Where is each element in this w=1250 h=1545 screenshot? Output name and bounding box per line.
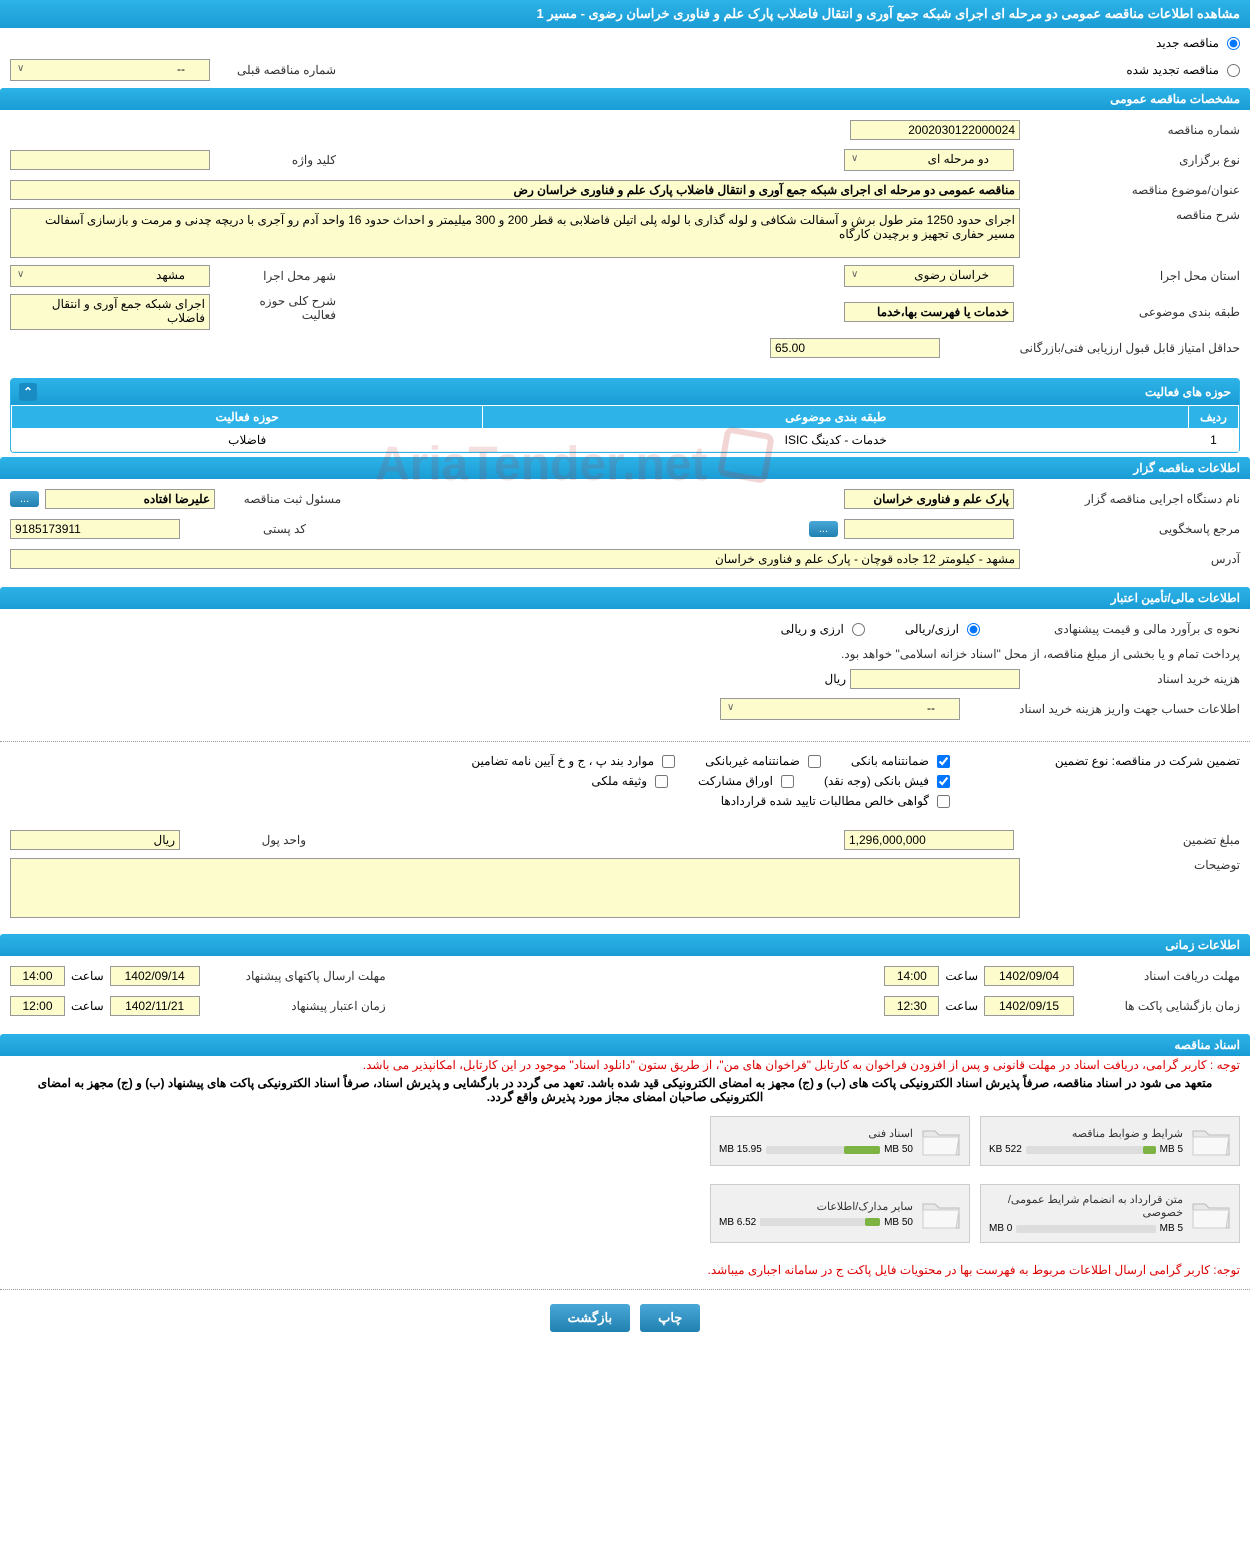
doc-item[interactable]: شرایط و ضوابط مناقصه5 MB522 KB	[980, 1116, 1240, 1166]
opening-label: زمان بازگشایی پاکت ها	[1080, 999, 1240, 1013]
col-cat: طبقه بندی موضوعی	[483, 406, 1189, 429]
cb-participation[interactable]: اوراق مشارکت	[698, 774, 794, 788]
account-label: اطلاعات حساب جهت واریز هزینه خرید اسناد	[960, 702, 1240, 716]
packetdeadline-label: مهلت ارسال پاکتهای پیشنهاد	[206, 969, 386, 983]
org-field: پارک علم و فناوری خراسان	[844, 489, 1014, 509]
activities-header: حوزه های فعالیت	[37, 385, 1231, 399]
org-label: نام دستگاه اجرایی مناقصه گزار	[1020, 492, 1240, 506]
gunit-field: ریال	[10, 830, 180, 850]
activities-table: حوزه های فعالیت ⌃ ردیف طبقه بندی موضوعی …	[10, 378, 1240, 453]
city-select[interactable]: مشهد	[10, 265, 210, 287]
radio-new[interactable]: مناقصه جدید	[1156, 36, 1240, 50]
number-field: 2002030122000024	[850, 120, 1020, 140]
category-label: طبقه بندی موضوعی	[1020, 305, 1240, 319]
tender-status-group: مناقصه جدید	[0, 28, 1250, 58]
cb-cert[interactable]: گواهی خالص مطالبات تایید شده قراردادها	[721, 794, 950, 808]
address-field: مشهد - کیلومتر 12 جاده قوچان - پارک علم …	[10, 549, 1020, 569]
doc-item[interactable]: اسناد فنی50 MB15.95 MB	[710, 1116, 970, 1166]
docdeadline-label: مهلت دریافت اسناد	[1080, 969, 1240, 983]
est-label: نحوه ی برآورد مالی و قیمت پیشنهادی	[980, 622, 1240, 636]
desc-field: اجرای حدود 1250 متر طول برش و آسفالت شکا…	[10, 208, 1020, 258]
docs-note1: توجه : کاربر گرامی، دریافت اسناد در مهلت…	[0, 1056, 1250, 1074]
resp-more-button[interactable]: ...	[809, 521, 838, 537]
doccost-label: هزینه خرید اسناد	[1020, 672, 1240, 686]
section-general-header: مشخصات مناقصه عمومی	[0, 88, 1250, 110]
radio-renewed[interactable]: مناقصه تجدید شده	[1126, 63, 1240, 77]
postal-label: کد پستی	[186, 522, 306, 536]
postal-field: 9185173911	[10, 519, 180, 539]
docs-note2: متعهد می شود در اسناد مناقصه، صرفاً پذیر…	[0, 1074, 1250, 1106]
type-label: نوع برگزاری	[1020, 153, 1240, 167]
activity-label: شرح کلی حوزه فعالیت	[216, 294, 336, 322]
col-act: حوزه فعالیت	[12, 406, 483, 429]
validity-time: 12:00	[10, 996, 65, 1016]
docs-note3: توجه: کاربر گرامی ارسال اطلاعات مربوط به…	[0, 1261, 1250, 1279]
opening-time: 12:30	[884, 996, 939, 1016]
activity-field: اجرای شبکه جمع آوری و انتقال فاضلاب	[10, 294, 210, 330]
doc-item[interactable]: متن قرارداد به انضمام شرایط عمومی/خصوصی5…	[980, 1184, 1240, 1243]
folder-icon	[921, 1125, 961, 1157]
type-select[interactable]: دو مرحله ای	[844, 149, 1014, 171]
gnotes-field[interactable]	[10, 858, 1020, 918]
pay-note: پرداخت تمام و یا بخشی از مبلغ مناقصه، از…	[10, 647, 1240, 661]
section-docs-header: اسناد مناقصه	[0, 1034, 1250, 1056]
docdeadline-date: 1402/09/04	[984, 966, 1074, 986]
minscore-field: 65.00	[770, 338, 940, 358]
section-finance-header: اطلاعات مالی/تأمین اعتبار	[0, 587, 1250, 609]
print-button[interactable]: چاپ	[640, 1304, 700, 1332]
category-field: خدمات یا فهرست بها،خدما	[844, 302, 1014, 322]
doccost-field[interactable]	[850, 669, 1020, 689]
province-select[interactable]: خراسان رضوی	[844, 265, 1014, 287]
col-row: ردیف	[1189, 406, 1239, 429]
keyword-label: کلید واژه	[216, 153, 336, 167]
radio-arzi-o-riali[interactable]: ارزی و ریالی	[781, 622, 865, 636]
province-label: استان محل اجرا	[1020, 269, 1240, 283]
doc-item[interactable]: سایر مدارک/اطلاعات50 MB6.52 MB	[710, 1184, 970, 1243]
packetdeadline-date: 1402/09/14	[110, 966, 200, 986]
gunit-label: واحد پول	[186, 833, 306, 847]
reg-field: علیرضا افتاده	[45, 489, 215, 509]
minscore-label: حداقل امتیاز قابل قبول ارزیابی فنی/بازرگ…	[940, 341, 1240, 355]
collapse-icon[interactable]: ⌃	[19, 383, 37, 401]
doccost-unit: ریال	[824, 672, 846, 686]
account-select[interactable]: --	[720, 698, 960, 720]
cb-nonbank-guarantee[interactable]: ضمانتنامه غیربانکی	[705, 754, 821, 768]
opening-date: 1402/09/15	[984, 996, 1074, 1016]
gnotes-label: توضیحات	[1020, 858, 1240, 872]
cb-items-note[interactable]: موارد بند پ ، ج و خ آیین نامه تضامین	[471, 754, 675, 768]
validity-date: 1402/11/21	[110, 996, 200, 1016]
validity-label: زمان اعتبار پیشنهاد	[206, 999, 386, 1013]
table-row: 1خدمات - کدینگ ISICفاضلاب	[12, 429, 1239, 452]
guarantee-label: تضمین شرکت در مناقصه: نوع تضمین	[980, 754, 1240, 768]
address-label: آدرس	[1020, 552, 1240, 566]
folder-icon	[921, 1198, 961, 1230]
packetdeadline-time: 14:00	[10, 966, 65, 986]
back-button[interactable]: بازگشت	[550, 1304, 630, 1332]
city-label: شهر محل اجرا	[216, 269, 336, 283]
subject-field: مناقصه عمومی دو مرحله ای اجرای شبکه جمع …	[10, 180, 1020, 200]
docdeadline-time: 14:00	[884, 966, 939, 986]
cb-property[interactable]: وثیقه ملکی	[591, 774, 668, 788]
page-title: مشاهده اطلاعات مناقصه عمومی دو مرحله ای …	[0, 0, 1250, 28]
cb-bank-guarantee[interactable]: ضمانتنامه بانکی	[851, 754, 950, 768]
reg-more-button[interactable]: ...	[10, 491, 39, 507]
radio-arzi-riali[interactable]: ارزی/ریالی	[905, 622, 980, 636]
prev-number-label: شماره مناقصه قبلی	[216, 63, 336, 77]
section-organizer-header: اطلاعات مناقصه گزار	[0, 457, 1250, 479]
keyword-field[interactable]	[10, 150, 210, 170]
desc-label: شرح مناقصه	[1020, 208, 1240, 222]
cb-bank-receipt[interactable]: فیش بانکی (وجه نقد)	[824, 774, 950, 788]
reg-label: مسئول ثبت مناقصه	[221, 492, 341, 506]
gamount-field: 1,296,000,000	[844, 830, 1014, 850]
subject-label: عنوان/موضوع مناقصه	[1020, 183, 1240, 197]
resp-label: مرجع پاسخگویی	[1020, 522, 1240, 536]
gamount-label: مبلغ تضمین	[1020, 833, 1240, 847]
folder-icon	[1191, 1198, 1231, 1230]
section-time-header: اطلاعات زمانی	[0, 934, 1250, 956]
folder-icon	[1191, 1125, 1231, 1157]
prev-number-select[interactable]: --	[10, 59, 210, 81]
number-label: شماره مناقصه	[1020, 123, 1240, 137]
resp-field[interactable]	[844, 519, 1014, 539]
